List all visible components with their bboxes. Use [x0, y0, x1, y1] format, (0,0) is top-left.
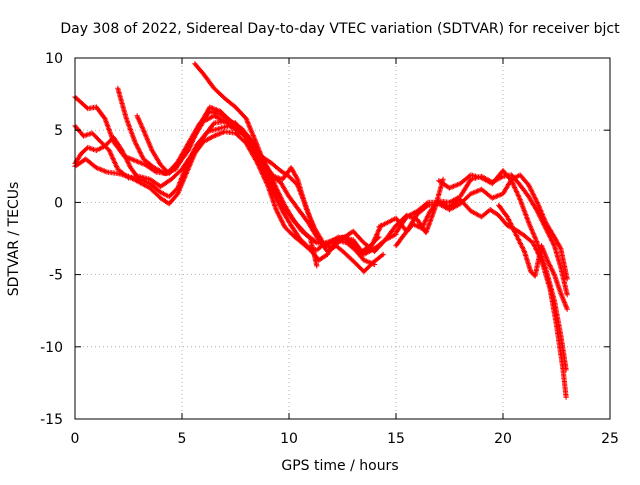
chart-title: Day 308 of 2022, Sidereal Day-to-day VTE…: [60, 21, 620, 37]
x-tick-label: 10: [280, 431, 298, 447]
series-track-5: [115, 85, 399, 257]
series-track-7: [192, 61, 446, 255]
series-track-12: [496, 202, 570, 312]
series-track-9: [376, 172, 570, 282]
x-tick-label: 5: [178, 431, 187, 447]
series-track-2: [72, 123, 382, 255]
y-tick-label: -5: [49, 268, 63, 284]
y-tick-label: -15: [40, 412, 63, 428]
x-tick-label: 20: [494, 431, 512, 447]
y-tick-label: 5: [54, 123, 63, 139]
plot-frame: [74, 57, 611, 420]
y-tick-label: 10: [45, 51, 63, 67]
grid-lines: [75, 58, 610, 419]
x-axis-title: GPS time / hours: [281, 458, 398, 474]
series-track-6: [134, 104, 384, 257]
series-markers: [496, 202, 570, 312]
x-tick-label: 15: [387, 431, 405, 447]
series-markers: [72, 118, 386, 275]
series-markers: [72, 123, 382, 255]
series-markers: [134, 104, 384, 257]
x-tick-label: 25: [601, 431, 619, 447]
y-axis-title: SDTVAR / TECUs: [6, 182, 22, 297]
x-tick-label: 0: [71, 431, 80, 447]
series-markers: [192, 61, 446, 255]
series-track-3: [72, 118, 386, 275]
y-tick-label: -10: [40, 340, 63, 356]
axis-ticks: 0 5 10 15 20 25 10 5 0 -5 -10 -15: [40, 51, 619, 447]
series-markers: [376, 172, 570, 282]
series-markers: [115, 85, 399, 257]
data-series: [72, 61, 570, 400]
y-tick-label: 0: [54, 195, 63, 211]
